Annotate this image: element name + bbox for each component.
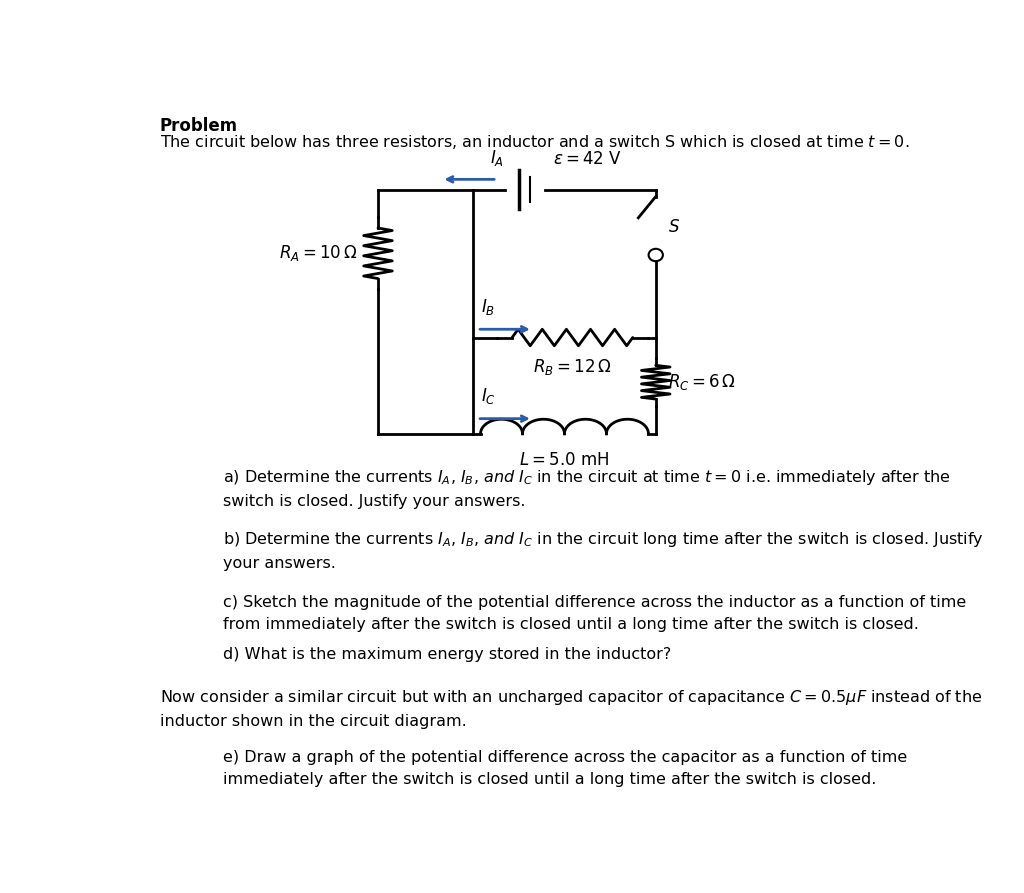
Text: $I_A$: $I_A$ xyxy=(490,147,504,168)
Text: $R_C = 6\,\Omega$: $R_C = 6\,\Omega$ xyxy=(668,372,735,392)
Text: c) Sketch the magnitude of the potential difference across the inductor as a fun: c) Sketch the magnitude of the potential… xyxy=(223,596,967,632)
Text: $R_A = 10\,\Omega$: $R_A = 10\,\Omega$ xyxy=(279,243,357,263)
Text: $L = 5.0$ mH: $L = 5.0$ mH xyxy=(519,451,609,469)
Text: The circuit below has three resistors, an inductor and a switch S which is close: The circuit below has three resistors, a… xyxy=(160,133,909,151)
Text: $I_B$: $I_B$ xyxy=(481,296,496,317)
Text: Now consider a similar circuit but with an uncharged capacitor of capacitance $C: Now consider a similar circuit but with … xyxy=(160,689,982,729)
Text: a) Determine the currents $I_A$, $I_B$, $and$ $I_C$ in the circuit at time $t = : a) Determine the currents $I_A$, $I_B$, … xyxy=(223,468,951,509)
Text: $I_C$: $I_C$ xyxy=(481,387,497,406)
Text: $S$: $S$ xyxy=(668,219,680,237)
Text: d) What is the maximum energy stored in the inductor?: d) What is the maximum energy stored in … xyxy=(223,647,672,662)
Text: $\varepsilon = 42$ V: $\varepsilon = 42$ V xyxy=(553,150,622,168)
Text: Problem: Problem xyxy=(160,118,238,136)
Text: $R_B = 12\,\Omega$: $R_B = 12\,\Omega$ xyxy=(534,357,611,377)
Text: b) Determine the currents $I_A$, $I_B$, $and$ $I_C$ in the circuit long time aft: b) Determine the currents $I_A$, $I_B$, … xyxy=(223,530,984,571)
Text: e) Draw a graph of the potential difference across the capacitor as a function o: e) Draw a graph of the potential differe… xyxy=(223,750,907,787)
